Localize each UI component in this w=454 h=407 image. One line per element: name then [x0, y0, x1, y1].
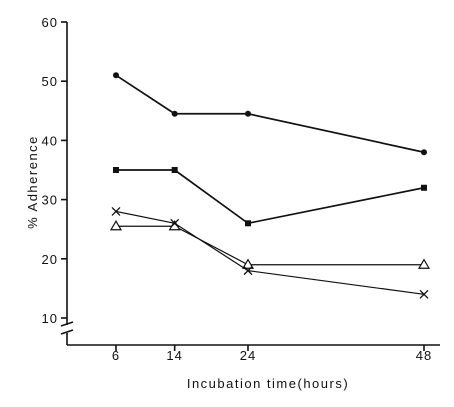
y-tick-label: 10: [42, 311, 58, 326]
data-point-cross: [243, 266, 253, 276]
series-line: [115, 74, 425, 154]
y-axis-break-mark: [60, 329, 74, 335]
data-point-square: [171, 167, 178, 173]
y-tick-label: 20: [42, 252, 58, 267]
x-tick-label: 48: [416, 348, 432, 363]
data-point-circle: [171, 110, 178, 117]
series-line: [115, 210, 425, 295]
y-tick-label: 40: [42, 133, 58, 148]
data-point-triangle: [109, 220, 123, 231]
y-tick-label: 60: [42, 15, 58, 30]
data-point-circle: [245, 110, 251, 117]
y-axis-title: % Adherence: [25, 135, 40, 229]
y-tick-label: 50: [42, 74, 58, 89]
data-point-cross: [170, 218, 180, 228]
chart-axes: [60, 22, 440, 346]
x-tick-label: 6: [112, 348, 120, 363]
data-point-cross: [111, 206, 121, 216]
series-filled-square: [113, 167, 427, 227]
data-point-cross: [419, 289, 429, 299]
series-filled-circle: [113, 72, 427, 156]
x-tick-label: 14: [166, 348, 182, 363]
data-point-triangle: [241, 258, 255, 269]
y-tick-label: 30: [42, 193, 58, 208]
data-point-circle: [421, 149, 427, 156]
data-point-square: [421, 184, 427, 191]
x-tick-label: 24: [240, 348, 256, 363]
chart-series: [109, 72, 431, 299]
data-point-triangle: [417, 258, 431, 269]
y-axis-break-mark: [60, 321, 74, 327]
x-axis-title: Incubation time(hours): [187, 376, 349, 391]
series-x-cross: [111, 206, 429, 299]
data-point-square: [245, 220, 251, 227]
series-open-triangle: [109, 220, 431, 269]
data-point-square: [113, 167, 119, 173]
series-line: [116, 225, 424, 266]
series-line: [116, 169, 425, 225]
data-point-circle: [113, 72, 119, 79]
chart-ticks: 10 20 30 40 50 60 6 14 24 48: [42, 15, 432, 363]
